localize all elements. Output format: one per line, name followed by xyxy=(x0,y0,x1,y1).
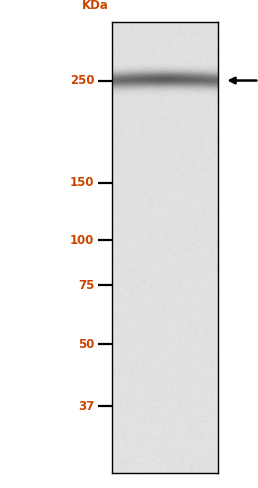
Text: 75: 75 xyxy=(78,279,94,292)
Text: 50: 50 xyxy=(78,338,94,350)
Text: 37: 37 xyxy=(78,400,94,412)
Text: 100: 100 xyxy=(70,234,94,246)
Text: 250: 250 xyxy=(70,74,94,87)
Text: KDa: KDa xyxy=(81,0,108,12)
Text: 150: 150 xyxy=(70,177,94,189)
